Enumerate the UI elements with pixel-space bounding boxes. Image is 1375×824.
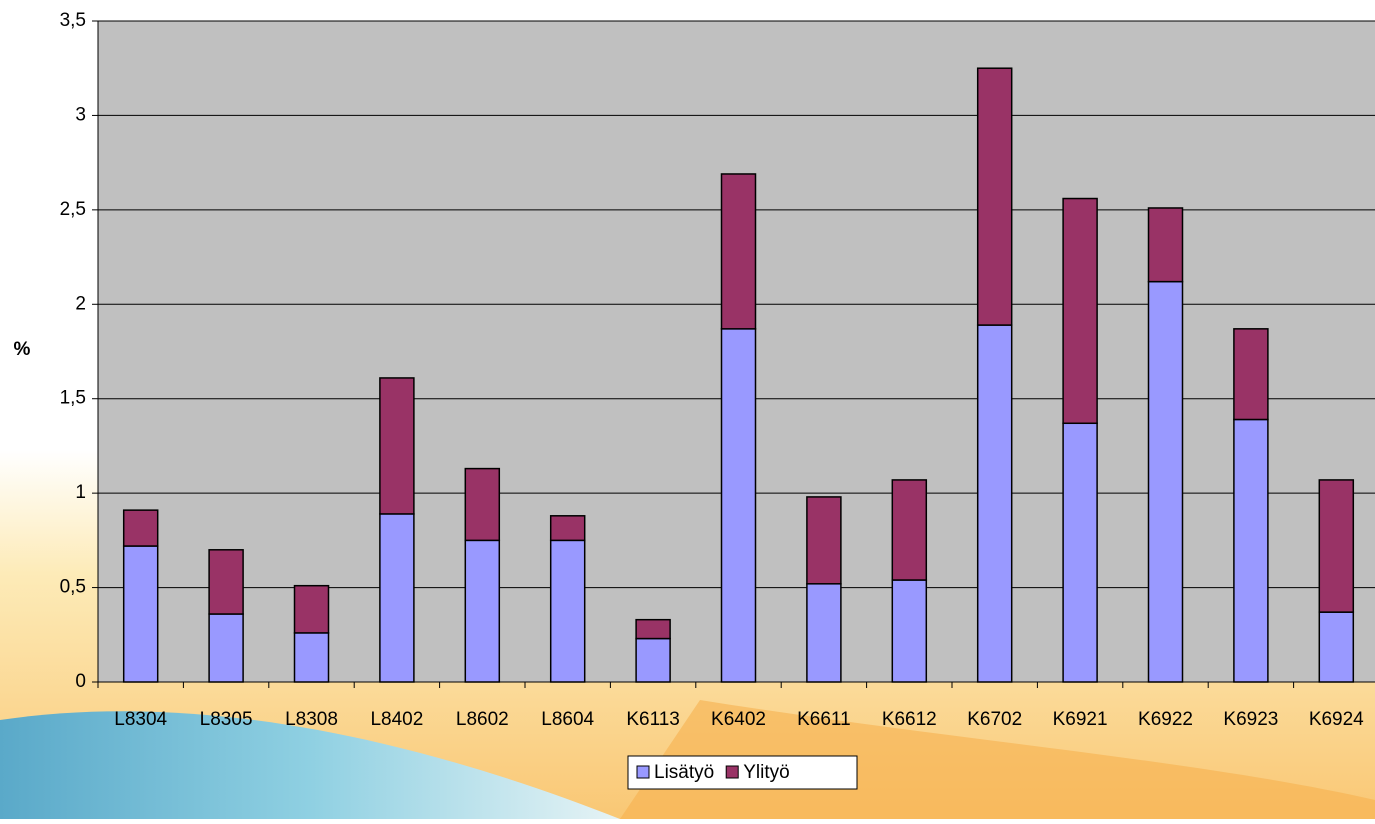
bar-segment bbox=[1149, 208, 1183, 282]
bar-segment bbox=[978, 68, 1012, 325]
bar-segment bbox=[636, 620, 670, 639]
x-tick-label: L8602 bbox=[456, 709, 509, 730]
bar-segment bbox=[892, 480, 926, 580]
bar-segment bbox=[295, 633, 329, 682]
y-tick-label: 3,5 bbox=[60, 10, 86, 31]
x-tick-label: K6113 bbox=[626, 709, 680, 730]
x-tick-label: L8308 bbox=[285, 709, 338, 730]
y-axis-label: % bbox=[14, 339, 31, 360]
bar-segment bbox=[209, 614, 243, 682]
y-tick-label: 1,5 bbox=[60, 388, 86, 409]
bar-segment bbox=[1319, 612, 1353, 682]
y-tick-label: 3 bbox=[75, 104, 86, 125]
chart: % 0 0,5 1 1,5 2 2,5 3 3,5 L8304 L8305 L8308 L8402 L8… bbox=[0, 0, 1375, 819]
page: {"chart_data": {"type": "bar", "stacked"… bbox=[0, 0, 1375, 824]
y-tick-label: 2 bbox=[75, 293, 86, 314]
bar-segment bbox=[1149, 282, 1183, 682]
bar-segment bbox=[1234, 329, 1268, 420]
bar-segment bbox=[380, 378, 414, 514]
bar-segment bbox=[295, 586, 329, 633]
bar-segment bbox=[124, 510, 158, 546]
x-tick-label: L8305 bbox=[200, 709, 253, 730]
bar-segment bbox=[209, 550, 243, 614]
x-tick-label: L8402 bbox=[370, 709, 423, 730]
x-tick-label: L8604 bbox=[541, 709, 594, 730]
x-tick-label: K6611 bbox=[797, 709, 851, 730]
bar-segment bbox=[807, 584, 841, 682]
legend-swatch bbox=[637, 766, 649, 778]
bar-segment bbox=[551, 516, 585, 541]
bar-segment bbox=[1063, 423, 1097, 682]
bar-segment bbox=[465, 540, 499, 682]
x-tick-label: K6922 bbox=[1138, 709, 1193, 730]
bar-segment bbox=[722, 329, 756, 682]
bar-segment bbox=[1063, 199, 1097, 424]
y-tick-label: 1 bbox=[75, 482, 86, 503]
bar-segment bbox=[978, 325, 1012, 682]
x-tick-label: L8304 bbox=[114, 709, 167, 730]
bar-segment bbox=[722, 174, 756, 329]
bar-segment bbox=[551, 540, 585, 682]
x-tick-label: K6612 bbox=[882, 709, 937, 730]
bar-segment bbox=[380, 514, 414, 682]
bar-segment bbox=[1234, 419, 1268, 682]
legend-swatch bbox=[726, 766, 738, 778]
bar-segment bbox=[892, 580, 926, 682]
legend-label: Ylityö bbox=[743, 762, 789, 783]
x-tick-label: K6924 bbox=[1309, 709, 1364, 730]
y-tick-label: 0 bbox=[75, 671, 86, 692]
bar-segment bbox=[465, 469, 499, 541]
y-tick-label: 0,5 bbox=[60, 577, 86, 598]
y-tick-label: 2,5 bbox=[60, 199, 86, 220]
bar-segment bbox=[1319, 480, 1353, 612]
x-tick-label: K6702 bbox=[967, 709, 1022, 730]
legend-label: Lisätyö bbox=[654, 762, 714, 783]
bar-segment bbox=[807, 497, 841, 584]
bar-segment bbox=[124, 546, 158, 682]
x-tick-label: K6923 bbox=[1223, 709, 1278, 730]
x-tick-label: K6402 bbox=[711, 709, 766, 730]
x-tick-label: K6921 bbox=[1053, 709, 1108, 730]
bar-segment bbox=[636, 639, 670, 682]
